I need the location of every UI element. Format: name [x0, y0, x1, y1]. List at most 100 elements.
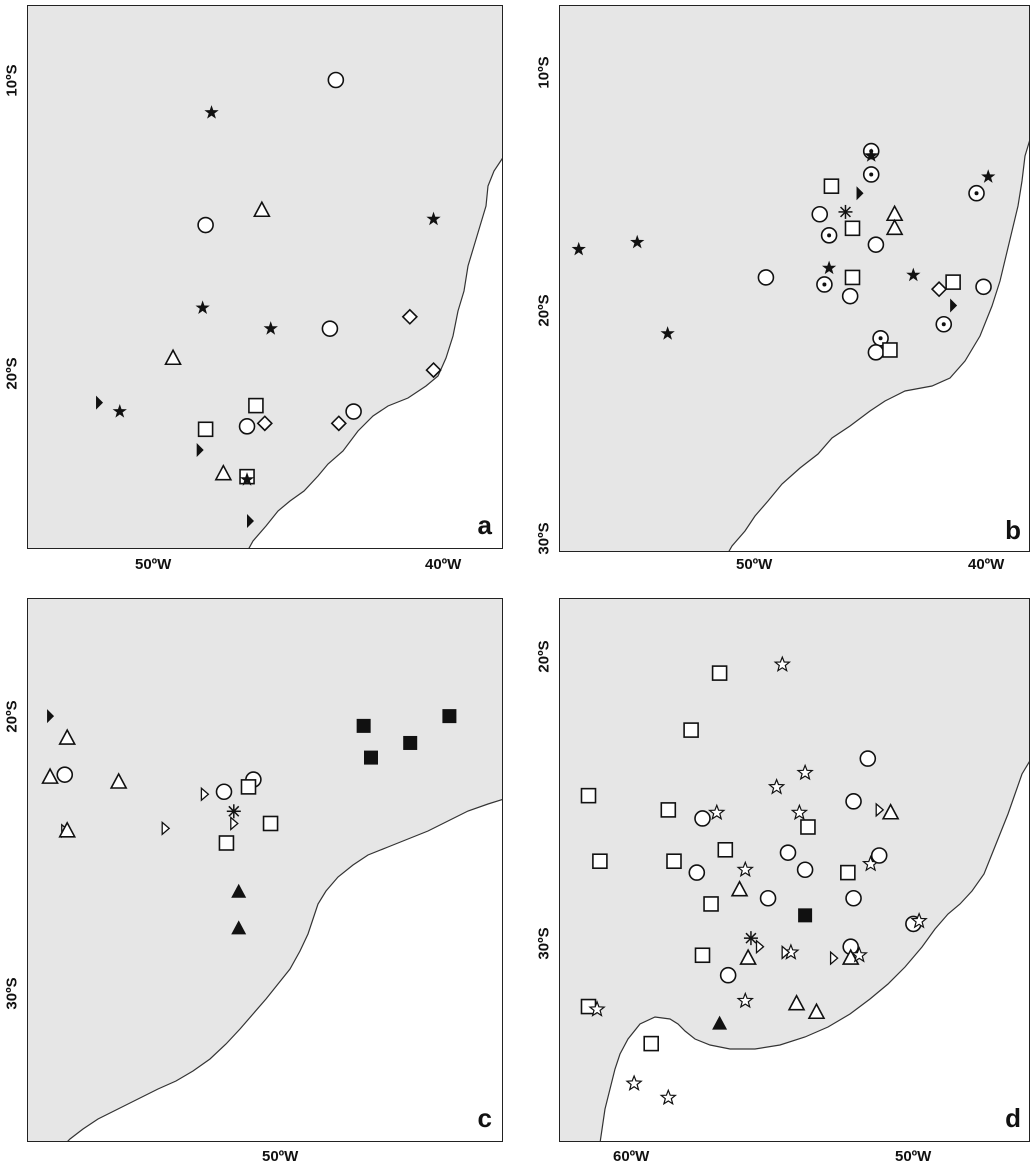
square-marker	[592, 853, 608, 869]
star-open-marker	[850, 946, 869, 963]
y-tick-a-0: 10ºS	[3, 64, 21, 97]
star-filled-marker	[981, 169, 996, 183]
asterisk-marker	[838, 204, 853, 219]
diamond-marker	[401, 308, 418, 325]
circle-marker	[759, 889, 777, 907]
square-marker	[945, 274, 961, 290]
square-marker	[711, 665, 728, 681]
circle-marker	[321, 320, 339, 337]
circle-marker	[197, 216, 214, 234]
circle-marker	[845, 793, 862, 810]
triangle-filled-marker	[231, 920, 247, 935]
map-canvas-b	[571, 140, 1029, 551]
circle-dot-marker	[816, 276, 833, 293]
diamond-marker	[930, 281, 948, 298]
square-filled-marker	[442, 709, 457, 724]
panel-letter-c: c	[477, 1103, 492, 1133]
circle-marker	[859, 750, 877, 767]
star-filled-marker	[822, 260, 837, 275]
x-tick-a-1: 40ºW	[425, 556, 462, 573]
circle-marker	[796, 861, 814, 879]
half-triangle-marker	[950, 298, 958, 313]
map-panel-b: b	[559, 5, 1030, 552]
star-filled-marker	[263, 321, 278, 335]
square-marker	[643, 1035, 659, 1052]
circle-marker	[757, 269, 775, 286]
diamond-marker	[330, 415, 347, 432]
circle-dot-marker	[862, 166, 880, 183]
half-triangle-right-marker	[161, 820, 171, 836]
square-marker	[683, 722, 699, 738]
map-panel-d: d	[559, 598, 1030, 1142]
circle-marker	[327, 71, 345, 89]
circle-dot-marker	[968, 184, 985, 202]
circle-marker	[975, 278, 992, 296]
y-tick-c-0: 20ºS	[3, 700, 21, 733]
star-filled-marker	[630, 234, 645, 249]
square-filled-marker	[356, 718, 371, 733]
triangle-marker	[787, 994, 806, 1011]
triangle-marker	[885, 218, 904, 236]
x-tick-c-0: 50ºW	[262, 1148, 299, 1165]
ocean-c	[67, 798, 502, 1141]
x-tick-d-0: 60ºW	[613, 1148, 650, 1165]
half-triangle-marker	[196, 443, 204, 457]
y-tick-d-1: 30ºS	[535, 927, 553, 960]
circle-marker	[841, 287, 859, 305]
star-open-marker	[659, 1088, 678, 1106]
y-tick-a-1: 20ºS	[3, 357, 21, 390]
square-marker	[666, 853, 682, 869]
star-filled-marker	[195, 300, 210, 314]
circle-marker	[845, 889, 862, 907]
square-marker	[660, 802, 677, 818]
half-triangle-right-marker	[755, 939, 765, 955]
x-tick-d-1: 50ºW	[895, 1148, 932, 1165]
triangle-marker	[109, 772, 128, 789]
y-tick-d-0: 20ºS	[535, 640, 553, 673]
star-filled-marker	[906, 267, 921, 282]
triangle-marker	[58, 728, 77, 745]
square-marker	[240, 779, 257, 795]
star-filled-marker	[112, 404, 127, 418]
circle-marker	[867, 236, 885, 253]
circle-dot-marker	[820, 227, 838, 244]
square-marker	[197, 421, 214, 438]
circle-marker	[867, 344, 885, 361]
square-marker	[823, 178, 840, 194]
triangle-filled-marker	[231, 883, 247, 898]
ocean-a	[248, 157, 502, 548]
panel-letter-b: b	[1005, 515, 1021, 545]
square-marker	[703, 896, 719, 912]
y-tick-c-1: 30ºS	[3, 977, 21, 1010]
circle-marker	[56, 766, 74, 783]
square-marker	[717, 842, 734, 858]
map-canvas-c	[41, 709, 502, 1141]
circle-marker	[688, 864, 706, 881]
panel-letter-d: d	[1005, 1103, 1021, 1133]
half-triangle-right-marker	[875, 802, 885, 818]
map-canvas-a	[96, 71, 502, 548]
map-panel-a: a	[27, 5, 503, 549]
circle-marker	[238, 418, 256, 435]
square-marker	[840, 864, 856, 881]
star-open-marker	[796, 763, 814, 781]
circle-marker	[694, 810, 711, 827]
triangle-marker	[253, 200, 271, 218]
half-triangle-right-marker	[829, 950, 839, 966]
square-marker	[218, 835, 235, 851]
star-open-marker	[588, 1000, 606, 1017]
triangle-marker	[58, 821, 77, 838]
star-open-marker	[625, 1074, 643, 1091]
circle-marker	[811, 205, 829, 223]
half-triangle-right-marker	[200, 786, 210, 802]
square-filled-marker	[798, 908, 813, 923]
triangle-marker	[881, 803, 900, 820]
square-marker	[694, 947, 711, 964]
map-panel-c: c	[27, 598, 503, 1142]
diamond-marker	[256, 415, 273, 432]
square-marker	[248, 397, 264, 414]
half-triangle-marker	[96, 395, 104, 410]
x-tick-b-0: 50ºW	[736, 556, 773, 573]
square-filled-marker	[364, 750, 378, 765]
panel-letter-a: a	[477, 510, 492, 540]
